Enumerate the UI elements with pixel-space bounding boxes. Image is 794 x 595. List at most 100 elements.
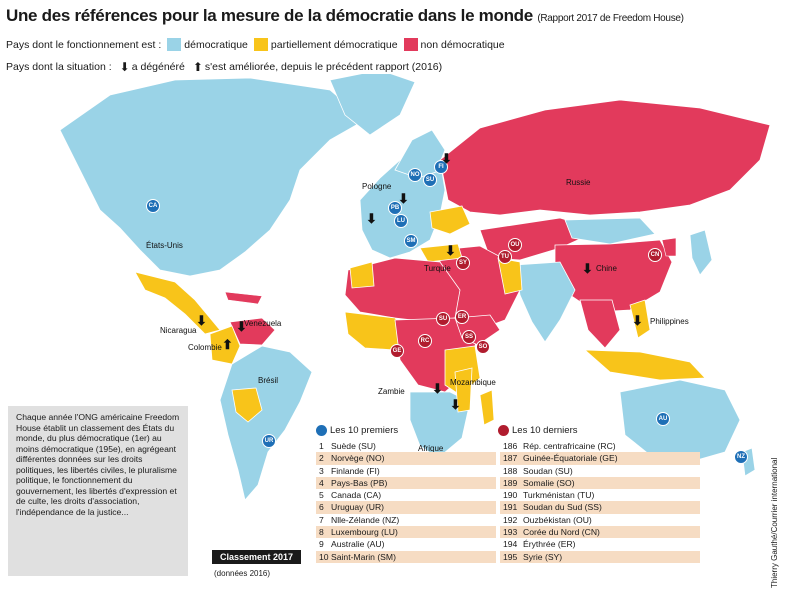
- partly-swatch: [253, 38, 268, 51]
- badge-canada: CA: [146, 199, 160, 213]
- arrow-up-icon: ⬆: [192, 60, 203, 74]
- legend-democratic: démocratique: [184, 38, 248, 51]
- badge-equatorial-guinea: GE: [390, 344, 404, 358]
- badge-north-korea: CN: [648, 248, 662, 262]
- bottom10-dot-icon: [498, 425, 509, 436]
- legend-not: non démocratique: [420, 38, 505, 51]
- label-brazil: Brésil: [258, 376, 279, 385]
- top10-item: 2 Norvège (NO): [316, 452, 496, 465]
- korea-land: [661, 237, 677, 257]
- methodology-text: Chaque année l'ONG américaine Freedom Ho…: [16, 412, 180, 517]
- label-mozambique: Mozambique: [450, 378, 496, 387]
- southern-africa-land: [409, 391, 471, 459]
- trend-finland-region-icon: ⬇: [441, 151, 452, 166]
- mozambique-land: [454, 367, 473, 413]
- badge-sudan: SU: [436, 312, 450, 326]
- badge-turkmenistan: TU: [498, 250, 512, 264]
- label-usa: États-Unis: [146, 241, 183, 250]
- badge-norway: NO: [408, 168, 422, 182]
- bottom10-heading: Les 10 derniers: [498, 425, 577, 436]
- badge-central-african-rep: RC: [418, 334, 432, 348]
- credit-line: Thierry Gauthé/Courrier international: [770, 457, 779, 588]
- label-nicaragua: Nicaragua: [160, 326, 197, 335]
- bottom10-heading-text: Les 10 derniers: [512, 425, 578, 436]
- top10-heading: Les 10 premiers: [316, 425, 398, 436]
- bottom10-item: 193 Corée du Nord (CN): [500, 526, 700, 539]
- legend-partly: partiellement démocratique: [270, 38, 398, 51]
- legend-trend-label: Pays dont la situation :: [6, 61, 112, 73]
- mongolia-land: [564, 217, 656, 245]
- se-asia-land: [579, 299, 621, 349]
- badge-uruguay: UR: [262, 434, 276, 448]
- maghreb-partly-land: [349, 261, 375, 289]
- madagascar-land: [479, 389, 495, 426]
- trend-colombia-icon: ⬆: [222, 337, 233, 352]
- top10-item: 1 Suède (SU): [319, 441, 376, 451]
- bottom10-item: 189 Somalie (SO): [500, 476, 700, 490]
- badge-syria: SY: [456, 256, 470, 270]
- legend-improved: s'est améliorée, depuis le précédent rap…: [204, 61, 443, 73]
- greenland-land: [329, 74, 416, 136]
- label-philippines: Philippines: [650, 317, 689, 326]
- badge-luxembourg: LU: [394, 214, 408, 228]
- philippines-land: [629, 299, 651, 339]
- not-swatch: [403, 38, 418, 51]
- arrow-down-icon: ⬇: [119, 60, 130, 74]
- world-map: [59, 74, 771, 501]
- south-america-land: [219, 345, 313, 501]
- classement-note: (données 2016): [214, 569, 271, 578]
- map-title: Une des références pour la mesure de la …: [6, 6, 684, 26]
- bottom10-item: 190 Turkménistan (TU): [503, 490, 595, 501]
- bottom10-item: 187 Guinée-Équatoriale (GE): [500, 452, 700, 465]
- top10-item: 6 Uruguay (UR): [316, 501, 496, 514]
- mexico-land: [134, 271, 221, 335]
- trend-turkey-icon: ⬇: [445, 243, 456, 258]
- india-land: [514, 261, 576, 343]
- trend-poland-icon: ⬇: [398, 191, 409, 206]
- trend-mozambique-icon: ⬇: [450, 397, 461, 412]
- trend-nicaragua-icon: ⬇: [196, 313, 207, 328]
- trend-europe-icon: ⬇: [366, 211, 377, 226]
- north-america-land: [59, 77, 366, 277]
- colombia-land: [209, 325, 241, 365]
- title-source: (Rapport 2017 de Freedom House): [537, 13, 684, 24]
- bottom10-item: 186 Rép. centrafricaine (RC): [503, 441, 616, 451]
- badge-eritrea: ER: [455, 310, 469, 324]
- trend-zambia-icon: ⬇: [432, 381, 443, 396]
- bolivia-land: [231, 387, 263, 423]
- top10-item: 9 Australie (AU): [319, 539, 385, 550]
- title-text: Une des références pour la mesure de la …: [6, 6, 533, 25]
- label-china: Chine: [596, 264, 617, 273]
- trend-venezuela-icon: ⬇: [236, 319, 247, 334]
- top10-item: 7 Nlle-Zélande (NZ): [319, 514, 400, 525]
- bottom10-item: 188 Soudan (SU): [503, 465, 573, 476]
- badge-sweden: SU: [423, 173, 437, 187]
- venezuela-land: [229, 317, 276, 346]
- trend-philippines-icon: ⬇: [632, 313, 643, 328]
- legend-trend: Pays dont la situation : ⬇ a dégénéré ⬆ …: [6, 60, 442, 74]
- caribbean-land: [224, 291, 263, 305]
- label-venezuela: Venezuela: [244, 319, 282, 328]
- ukraine-land: [429, 205, 471, 235]
- bottom10-item: 191 Soudan du Sud (SS): [500, 501, 700, 514]
- legend-degraded: a dégénéré: [131, 61, 185, 73]
- bottom10-item: 192 Ouzbékistan (OU): [503, 514, 592, 525]
- label-russia: Russie: [566, 178, 591, 187]
- top10-item: 10 Saint-Marin (SM): [316, 550, 496, 563]
- indonesia-land: [583, 349, 706, 381]
- top10-item: 8 Luxembourg (LU): [316, 526, 496, 539]
- bottom10-item: 194 Érythrée (ER): [503, 539, 576, 550]
- democratic-swatch: [167, 38, 182, 51]
- badge-australia: AU: [656, 412, 670, 426]
- legend-status: Pays dont le fonctionnement est : démocr…: [6, 38, 505, 51]
- badge-finland: FI: [434, 160, 448, 174]
- methodology-box: Chaque année l'ONG américaine Freedom Ho…: [8, 406, 188, 576]
- label-poland: Pologne: [362, 182, 392, 191]
- top10-item: 4 Pays-Bas (PB): [316, 476, 496, 490]
- top10-item: 5 Canada (CA): [319, 490, 382, 501]
- japan-land: [689, 229, 713, 276]
- badge-south-sudan: SS: [462, 330, 476, 344]
- trend-china-icon: ⬇: [582, 261, 593, 276]
- russia-land: [439, 99, 771, 216]
- badge-netherlands: PB: [388, 201, 402, 215]
